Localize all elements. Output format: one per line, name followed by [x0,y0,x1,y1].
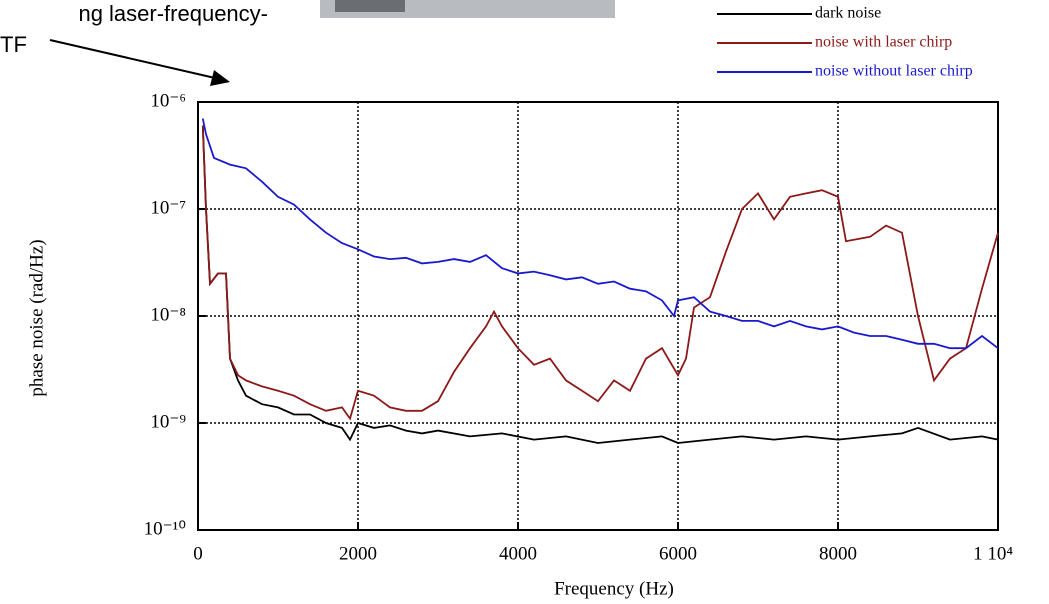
x-axis-label: Frequency (Hz) [554,578,674,599]
arrow-head [210,70,230,86]
legend-label: noise without laser chirp [815,63,973,80]
annotation: TF [0,32,27,57]
y-axis-label: phase noise (rad/Hz) [26,239,47,396]
annotation: ng laser-frequency- [78,1,268,26]
y-tick-label: 10⁻⁹ [150,411,186,432]
series-line [201,118,999,350]
y-tick-label: 10⁻⁶ [150,90,186,111]
arrow [49,39,216,79]
x-tick-label: 1 10⁴ [973,543,1013,564]
plot-frame [197,101,999,531]
y-tick-label: 10⁻¹⁰ [144,518,186,539]
x-tick-label: 0 [193,543,203,564]
x-tick-label: 6000 [659,543,697,564]
x-tick-label: 8000 [819,543,857,564]
x-tick-label: 4000 [499,543,537,564]
photo-fragment [335,0,405,12]
series-line [201,125,999,444]
series-line [201,125,999,421]
y-tick-label: 10⁻⁸ [150,304,186,325]
legend-label: noise with laser chirp [815,34,952,51]
x-tick-label: 2000 [339,543,377,564]
y-tick-label: 10⁻⁷ [150,197,186,218]
legend-label: dark noise [815,5,881,22]
